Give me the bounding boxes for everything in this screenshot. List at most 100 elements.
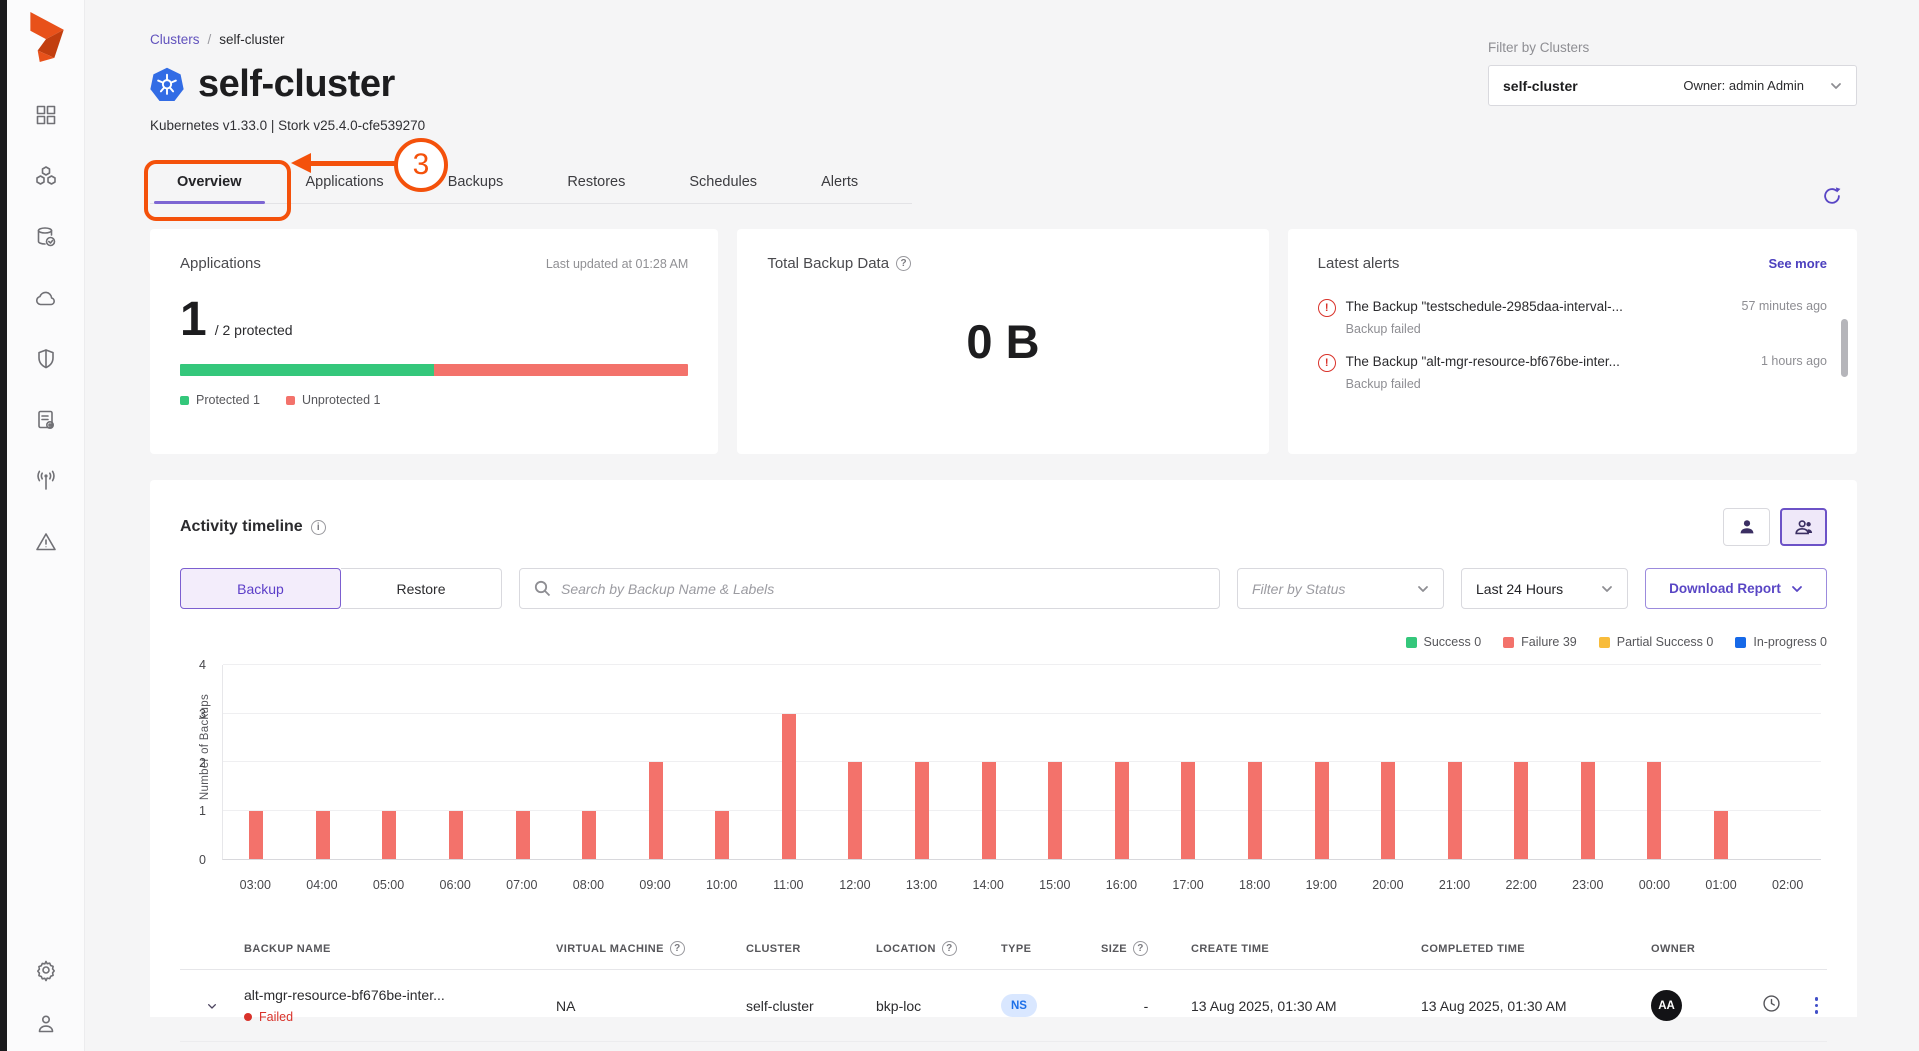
chart-bar[interactable]: [1114, 762, 1129, 859]
backup-name[interactable]: alt-mgr-resource-bf676be-inter...: [244, 987, 445, 1003]
last-updated-text: Last updated at 01:28 AM: [545, 256, 689, 271]
chart-bar[interactable]: [582, 810, 597, 859]
x-tick: 20:00: [1372, 878, 1404, 892]
help-icon[interactable]: ?: [896, 256, 912, 271]
kebab-menu-icon[interactable]: [1812, 994, 1822, 1017]
breadcrumb: Clusters / self-cluster: [150, 0, 1857, 47]
x-tick: 10:00: [706, 878, 738, 892]
protection-progress-bar: [180, 364, 689, 376]
chart-bar[interactable]: [781, 713, 796, 859]
tab-alerts[interactable]: Alerts: [821, 174, 859, 190]
chart-bar[interactable]: [1447, 762, 1462, 859]
chart-plot-area: [222, 664, 1821, 860]
tab-schedules[interactable]: Schedules: [689, 174, 758, 190]
chart-bar[interactable]: [515, 810, 530, 859]
refresh-icon[interactable]: [1821, 185, 1845, 209]
info-icon[interactable]: i: [310, 519, 326, 535]
status-filter-select[interactable]: Filter by Status: [1237, 568, 1444, 609]
portworx-logo[interactable]: [24, 12, 68, 62]
chart-bar[interactable]: [715, 810, 730, 859]
help-icon[interactable]: ?: [669, 941, 685, 956]
backup-restore-toggle: Backup Restore: [180, 568, 502, 609]
cluster-select-owner: Owner: admin Admin: [1683, 78, 1804, 93]
antenna-icon[interactable]: [33, 468, 59, 494]
alert-list: ! The Backup "testschedule-2985daa-interv…: [1317, 298, 1827, 391]
chart-bar[interactable]: [1381, 762, 1396, 859]
summary-cards: Applications Last updated at 01:28 AM 1 …: [150, 229, 1857, 454]
x-tick: 06:00: [439, 878, 471, 892]
chart-bar[interactable]: [1514, 762, 1529, 859]
time-range-select[interactable]: Last 24 Hours: [1461, 568, 1628, 609]
chart-bar[interactable]: [1048, 762, 1063, 859]
chart-bar[interactable]: [981, 762, 996, 859]
kubernetes-icon: [150, 67, 184, 101]
user-icon[interactable]: [33, 1011, 59, 1037]
legend-item: Unprotected 1: [285, 393, 380, 407]
rules-doc-gear-icon[interactable]: [33, 407, 59, 433]
chart-bar-column: [489, 665, 556, 859]
chart-bar[interactable]: [1314, 762, 1329, 859]
chart-bar[interactable]: [1181, 762, 1196, 859]
title-row: self-cluster: [150, 63, 1857, 106]
chart-bar[interactable]: [249, 810, 264, 859]
clusters-cubes-icon[interactable]: [33, 163, 59, 189]
breadcrumb-clusters-link[interactable]: Clusters: [150, 32, 200, 47]
backups-table: BACKUP NAME VIRTUAL MACHINE? CLUSTER LOCATI…: [180, 928, 1827, 1042]
chart-bar[interactable]: [315, 810, 330, 859]
sidebar-nav: [33, 102, 59, 555]
row-expander-chevron[interactable]: [180, 998, 244, 1014]
tab-backups[interactable]: Backups: [447, 174, 504, 190]
chart-bar[interactable]: [1247, 762, 1262, 859]
x-tick: 16:00: [1105, 878, 1138, 892]
dashboard-grid-icon[interactable]: [33, 102, 59, 128]
help-icon[interactable]: ?: [1133, 941, 1149, 956]
chart-bar[interactable]: [1714, 810, 1728, 859]
chevron-down-icon: [1602, 585, 1612, 592]
my-items-toggle[interactable]: [1723, 508, 1770, 546]
chart-bar-column: [622, 665, 689, 859]
chart-bar-column: [1621, 665, 1688, 859]
cluster-select-dropdown[interactable]: self-cluster Owner: admin Admin: [1488, 65, 1857, 106]
cell-cluster: self-cluster: [746, 997, 814, 1014]
all-users-toggle[interactable]: [1780, 508, 1827, 546]
clock-icon[interactable]: [1761, 993, 1782, 1019]
chart-bar[interactable]: [1580, 762, 1595, 859]
cloud-icon[interactable]: [33, 285, 59, 311]
help-icon[interactable]: ?: [941, 941, 957, 956]
chart-bar[interactable]: [449, 810, 464, 859]
x-tick: 05:00: [372, 878, 405, 892]
owner-avatar: AA: [1651, 990, 1682, 1021]
alerts-triangle-icon[interactable]: [33, 529, 59, 555]
chart-bar[interactable]: [1647, 762, 1662, 859]
applications-card: Applications Last updated at 01:28 AM 1 …: [150, 229, 719, 454]
gridline: [223, 809, 1821, 811]
search-input[interactable]: [561, 580, 1205, 597]
alert-item[interactable]: ! The Backup "testschedule-2985daa-interv…: [1317, 298, 1827, 336]
search-icon: [534, 580, 551, 597]
alert-item[interactable]: ! The Backup "alt-mgr-resource-bf676be-in…: [1317, 353, 1827, 391]
shield-icon[interactable]: [33, 346, 59, 372]
x-tick: 11:00: [773, 878, 804, 892]
restore-toggle-button[interactable]: Restore: [341, 568, 502, 609]
chart-bar[interactable]: [382, 810, 397, 859]
chart-bar[interactable]: [648, 762, 663, 859]
alerts-scrollbar[interactable]: [1840, 319, 1848, 377]
search-box[interactable]: [519, 568, 1220, 609]
see-more-link[interactable]: See more: [1768, 256, 1827, 271]
latest-alerts-card: Latest alerts See more ! The Backup "test…: [1287, 229, 1857, 454]
backup-toggle-button[interactable]: Backup: [180, 568, 341, 609]
backup-restore-db-icon[interactable]: [33, 224, 59, 250]
tab-restores[interactable]: Restores: [567, 174, 626, 190]
settings-gear-icon[interactable]: [33, 957, 59, 983]
y-axis-ticks: 0 1 2 3 4: [180, 658, 214, 867]
chart-bar-column: [955, 665, 1022, 859]
x-tick: 17:00: [1172, 878, 1204, 892]
tab-applications[interactable]: Applications: [305, 174, 384, 190]
chart-bar[interactable]: [848, 762, 863, 859]
column-header: VIRTUAL MACHINE?: [556, 941, 746, 956]
chart-bar-column: [1688, 665, 1755, 859]
download-report-button[interactable]: Download Report: [1645, 568, 1827, 609]
tab-overview[interactable]: Overview: [150, 161, 269, 204]
chart-bar[interactable]: [915, 762, 930, 859]
